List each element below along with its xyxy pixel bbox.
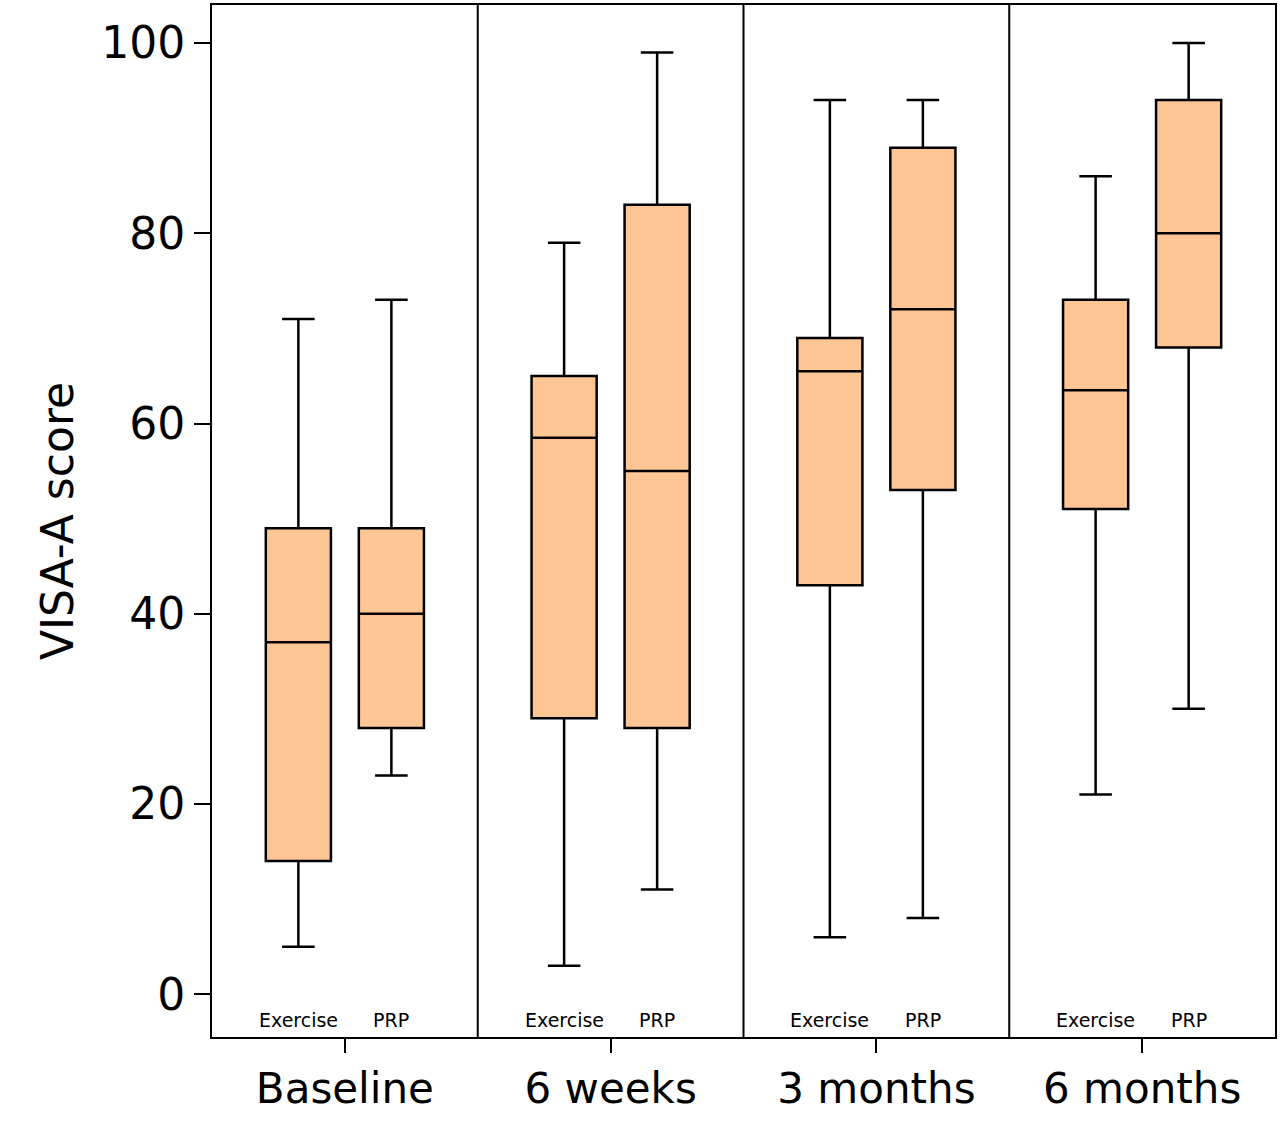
svg-text:100: 100 [101, 17, 185, 68]
svg-text:3 months: 3 months [777, 1064, 975, 1113]
svg-text:PRP: PRP [373, 1009, 409, 1031]
svg-text:VISA-A score: VISA-A score [32, 382, 83, 660]
svg-text:PRP: PRP [905, 1009, 941, 1031]
svg-text:20: 20 [129, 778, 185, 829]
svg-text:40: 40 [129, 588, 185, 639]
svg-text:Exercise: Exercise [525, 1009, 604, 1031]
svg-text:Exercise: Exercise [790, 1009, 869, 1031]
svg-text:PRP: PRP [639, 1009, 675, 1031]
svg-text:6 months: 6 months [1043, 1064, 1241, 1113]
svg-text:0: 0 [157, 969, 185, 1020]
svg-text:PRP: PRP [1171, 1009, 1207, 1031]
svg-text:Exercise: Exercise [259, 1009, 338, 1031]
svg-text:6 weeks: 6 weeks [524, 1064, 696, 1113]
svg-text:Exercise: Exercise [1056, 1009, 1135, 1031]
svg-text:60: 60 [129, 398, 185, 449]
svg-text:80: 80 [129, 208, 185, 259]
svg-text:Baseline: Baseline [256, 1064, 434, 1113]
